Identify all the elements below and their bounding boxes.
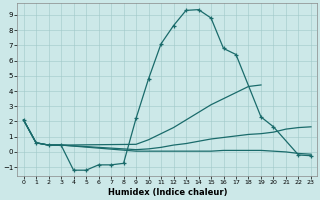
X-axis label: Humidex (Indice chaleur): Humidex (Indice chaleur) bbox=[108, 188, 227, 197]
